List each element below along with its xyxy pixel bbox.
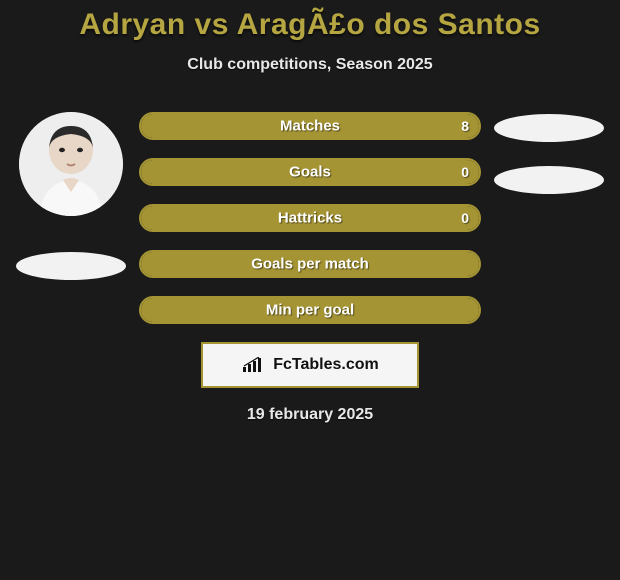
bar-label: Goals per match (251, 256, 369, 273)
bar-label: Matches (280, 118, 340, 135)
player-right-column (489, 112, 609, 194)
page-title: Adryan vs AragÃ£o dos Santos (0, 8, 620, 42)
bar-matches: Matches 8 (139, 112, 481, 140)
player-left-column (11, 112, 131, 280)
bar-value: 0 (461, 210, 469, 226)
player-left-name-placeholder (16, 252, 126, 280)
bar-value: 8 (461, 118, 469, 134)
logo-text: FcTables.com (273, 356, 379, 374)
comparison-card: Adryan vs AragÃ£o dos Santos Club compet… (0, 0, 620, 424)
bar-min-per-goal: Min per goal (139, 296, 481, 324)
bar-hattricks: Hattricks 0 (139, 204, 481, 232)
player-left-avatar (19, 112, 123, 216)
bar-label: Goals (289, 164, 331, 181)
bar-value: 0 (461, 164, 469, 180)
subtitle: Club competitions, Season 2025 (0, 56, 620, 74)
date-line: 19 february 2025 (0, 406, 620, 424)
bar-chart-icon (241, 357, 267, 373)
player-right-name-placeholder (494, 166, 604, 194)
content-row: Matches 8 Goals 0 Hattricks 0 Goals per … (0, 112, 620, 324)
stat-bars: Matches 8 Goals 0 Hattricks 0 Goals per … (139, 112, 481, 324)
bar-label: Min per goal (266, 302, 354, 319)
bar-label: Hattricks (278, 210, 342, 227)
bar-goals-per-match: Goals per match (139, 250, 481, 278)
player-right-avatar-placeholder (494, 114, 604, 142)
bar-goals: Goals 0 (139, 158, 481, 186)
fctables-logo[interactable]: FcTables.com (201, 342, 419, 388)
